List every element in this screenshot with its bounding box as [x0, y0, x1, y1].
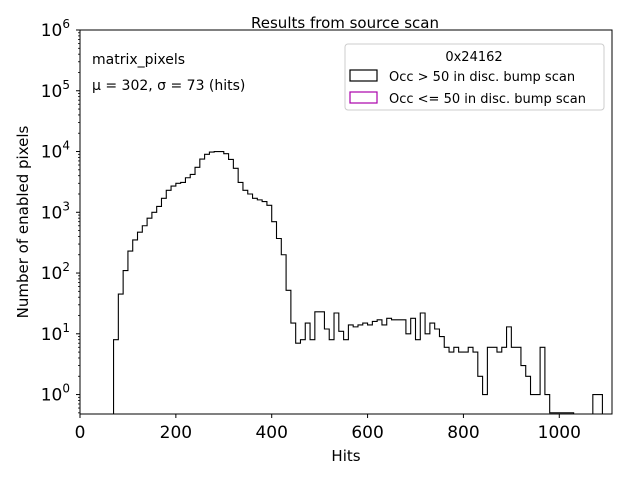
annotation-name: matrix_pixels — [92, 52, 185, 68]
legend-frame — [344, 43, 605, 111]
legend-label-occ-le-50: Occ <= 50 in disc. bump scan — [389, 92, 586, 107]
x-axis-label: Hits — [331, 447, 360, 465]
x-tick-label: 800 — [447, 423, 479, 443]
chart-title: Results from source scan — [251, 14, 439, 32]
legend-swatch-occ-le-50 — [349, 91, 378, 104]
y-axis-ticks: 100 101 102 103 104 105 106 — [41, 17, 80, 414]
legend-swatch-occ-gt-50 — [349, 69, 378, 82]
y-tick-label: 103 — [41, 199, 70, 223]
x-tick-label: 200 — [160, 423, 192, 443]
annotation-stats: μ = 302, σ = 73 (hits) — [92, 78, 245, 94]
x-tick-label: 600 — [351, 423, 383, 443]
y-tick-label: 105 — [41, 78, 70, 102]
histogram-series — [108, 150, 608, 415]
legend-title: 0x24162 — [445, 50, 502, 65]
y-axis-label: Number of enabled pixels — [14, 125, 32, 318]
x-axis-ticks: 0 200 400 600 800 1000 — [75, 414, 581, 443]
y-tick-label: 100 — [41, 382, 70, 406]
y-tick-label: 106 — [41, 17, 70, 41]
y-tick-label: 102 — [41, 260, 70, 284]
x-tick-label: 1000 — [538, 423, 581, 443]
x-tick-label: 400 — [255, 423, 287, 443]
legend-label-occ-gt-50: Occ > 50 in disc. bump scan — [389, 70, 575, 85]
x-tick-label: 0 — [75, 423, 86, 443]
legend: 0x24162 Occ > 50 in disc. bump scan Occ … — [344, 43, 605, 111]
y-tick-label: 101 — [41, 321, 70, 345]
y-tick-label: 104 — [41, 139, 70, 163]
histogram-step-line — [108, 150, 608, 415]
